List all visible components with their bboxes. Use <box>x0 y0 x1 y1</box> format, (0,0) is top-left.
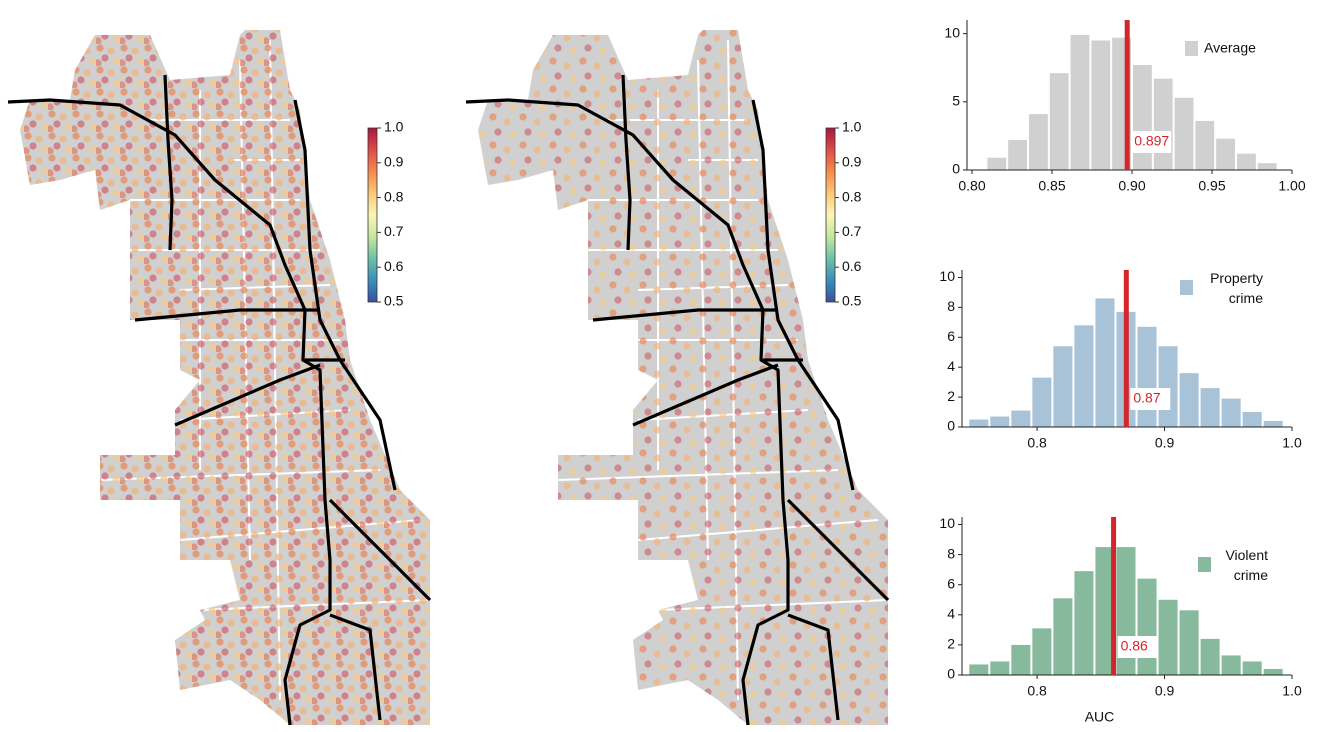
bar <box>1179 610 1199 675</box>
x-tick-label: 1.00 <box>1278 178 1305 194</box>
marker-label: 0.87 <box>1133 390 1160 406</box>
y-tick-label: 0 <box>952 161 960 177</box>
y-tick-label: 8 <box>947 545 955 561</box>
marker-label-bg <box>1117 636 1158 658</box>
bar <box>990 416 1010 427</box>
colorbar-tick-label: 0.9 <box>384 154 404 170</box>
y-tick-label: 6 <box>947 328 955 344</box>
bar <box>1053 598 1073 675</box>
bar <box>1074 325 1094 427</box>
bar <box>1242 661 1262 675</box>
bar <box>1070 35 1090 170</box>
y-tick-label: 5 <box>952 93 960 109</box>
x-tick-label: 0.80 <box>958 178 985 194</box>
bar <box>1011 644 1031 675</box>
bar <box>1257 163 1277 170</box>
colorbar <box>825 127 836 303</box>
marker-label-bg <box>1131 131 1172 153</box>
colorbar-tick-label: 0.8 <box>384 188 404 204</box>
y-tick-label: 10 <box>944 24 960 40</box>
x-axis-label: AUC <box>1085 709 1115 725</box>
colorbar-tick-label: 0.6 <box>384 258 404 274</box>
bar <box>1179 373 1199 427</box>
colorbar-tick-label: 0.8 <box>842 188 862 204</box>
x-tick-label: 0.8 <box>1027 435 1047 451</box>
bar <box>1137 578 1157 675</box>
x-tick-label: 1.0 <box>1282 435 1302 451</box>
y-tick-label: 2 <box>947 636 955 652</box>
colorbar-tick-label: 0.5 <box>384 293 404 309</box>
marker-label-bg <box>1130 388 1171 410</box>
bar <box>1263 668 1283 675</box>
colorbar-tick-label: 0.6 <box>842 258 862 274</box>
colorbar-tick-label: 0.9 <box>842 154 862 170</box>
x-tick-label: 0.95 <box>1198 178 1225 194</box>
y-tick-label: 2 <box>947 388 955 404</box>
legend-swatch <box>1198 557 1211 572</box>
colorbar <box>367 127 378 303</box>
x-tick-label: 0.85 <box>1038 178 1065 194</box>
bar <box>1095 298 1115 427</box>
bar <box>1029 114 1048 170</box>
bar <box>990 661 1010 675</box>
y-tick-label: 10 <box>939 268 955 284</box>
bar <box>969 419 989 427</box>
x-tick-label: 0.8 <box>1027 683 1047 699</box>
bar <box>1074 571 1094 675</box>
marker-label: 0.897 <box>1134 133 1169 149</box>
legend-label: Average <box>1204 40 1256 56</box>
colorbar-tick-label: 0.5 <box>842 293 862 309</box>
map-left <box>6 29 432 727</box>
bar <box>1158 346 1178 427</box>
y-tick-label: 4 <box>947 606 955 622</box>
bar <box>1095 547 1115 675</box>
y-tick-label: 10 <box>939 515 955 531</box>
bar <box>1158 599 1178 675</box>
map-right <box>464 29 890 727</box>
x-tick-label: 0.90 <box>1118 178 1145 194</box>
bar <box>1032 628 1052 675</box>
bar <box>1008 140 1027 170</box>
bar <box>1237 153 1256 170</box>
bar <box>1195 120 1215 170</box>
bar <box>1011 410 1031 427</box>
bar <box>987 157 1007 170</box>
bar <box>1263 421 1283 427</box>
x-tick-label: 1.0 <box>1282 683 1302 699</box>
colorbar-tick-label: 1.0 <box>842 119 862 135</box>
bar <box>1174 97 1194 170</box>
bar <box>1032 377 1052 427</box>
y-tick-label: 4 <box>947 358 955 374</box>
y-tick-label: 6 <box>947 575 955 591</box>
x-tick-label: 0.9 <box>1155 435 1175 451</box>
bar <box>1221 655 1241 675</box>
y-tick-label: 0 <box>947 666 955 682</box>
bar <box>1200 638 1220 675</box>
bar <box>1133 65 1152 170</box>
marker-label: 0.86 <box>1121 638 1148 654</box>
colorbar-tick-label: 1.0 <box>384 119 404 135</box>
bar <box>969 664 989 675</box>
legend-label: Property crime <box>1210 270 1263 306</box>
bar <box>1137 326 1157 427</box>
legend-swatch <box>1180 280 1193 295</box>
bar <box>1221 398 1241 427</box>
bar <box>1153 78 1173 170</box>
y-tick-label: 0 <box>947 418 955 434</box>
colorbar-tick-label: 0.7 <box>384 223 404 239</box>
bar <box>1053 346 1073 427</box>
x-tick-label: 0.9 <box>1155 683 1175 699</box>
bar <box>1049 73 1069 170</box>
colorbar-tick-label: 0.7 <box>842 223 862 239</box>
bar <box>1216 138 1235 170</box>
bar <box>1242 412 1262 427</box>
y-tick-label: 8 <box>947 298 955 314</box>
legend-label: Violent crime <box>1225 547 1268 583</box>
bar <box>1091 40 1111 170</box>
bar <box>1200 388 1220 427</box>
legend-swatch <box>1185 41 1198 56</box>
